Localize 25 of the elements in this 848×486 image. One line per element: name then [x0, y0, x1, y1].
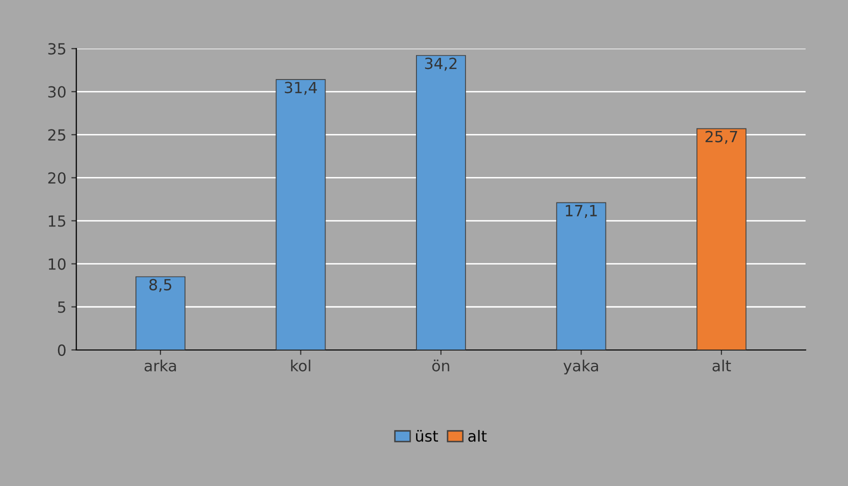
- data-label: 8,5: [149, 278, 172, 292]
- y-tick-label: 25: [48, 129, 66, 141]
- y-tick-label: 15: [48, 215, 66, 227]
- y-tick-label: 0: [58, 344, 66, 356]
- bar: [416, 55, 466, 350]
- y-tick-label: 10: [48, 258, 66, 270]
- y-tick-label: 30: [48, 86, 66, 98]
- y-tick-label: 35: [48, 43, 66, 55]
- bar: [696, 128, 746, 350]
- bar: [556, 202, 606, 350]
- y-tick-label: 5: [58, 302, 66, 313]
- bar: [276, 79, 326, 350]
- data-label: 34,2: [425, 58, 456, 71]
- y-tick-label: 20: [48, 172, 66, 184]
- data-label: 17,1: [566, 205, 597, 218]
- data-label: 31,4: [284, 82, 317, 95]
- legend-label: üst: [416, 430, 438, 442]
- legend-label: alt: [468, 430, 487, 442]
- x-tick-label: alt: [712, 360, 731, 372]
- x-tick-label: yaka: [563, 360, 598, 374]
- x-tick-label: ön: [432, 360, 450, 372]
- x-tick-label: arka: [144, 360, 176, 372]
- x-tick-label: kol: [291, 360, 310, 372]
- bar: [136, 276, 186, 350]
- data-label: 25,7: [706, 130, 738, 144]
